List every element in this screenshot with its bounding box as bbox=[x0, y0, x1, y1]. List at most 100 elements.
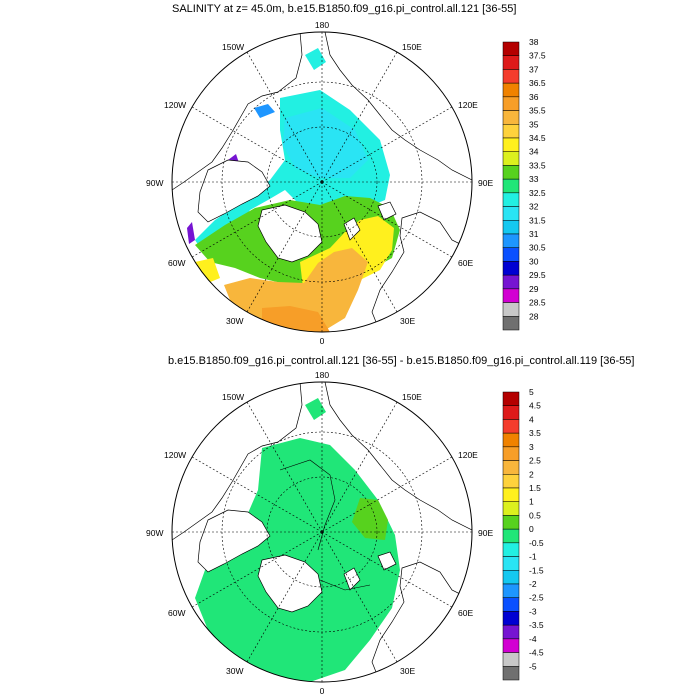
colorbar-swatch bbox=[502, 206, 520, 221]
lon-label-60w: 60W bbox=[168, 258, 185, 268]
colorbar-swatch bbox=[502, 110, 520, 125]
colorbar-label: 3.5 bbox=[529, 428, 541, 438]
colorbar-label: -0.5 bbox=[529, 538, 544, 548]
lon-label-0: 0 bbox=[320, 336, 325, 346]
salinity-colorbar: 38 37.5 37 36.5 36 35.5 35 34.5 34 33.5 33 32.5 32 31… bbox=[502, 37, 546, 331]
lon-label-60w: 60W bbox=[168, 608, 185, 618]
colorbar-swatch bbox=[502, 247, 520, 262]
lon-label-150w: 150W bbox=[222, 42, 244, 52]
colorbar-swatch bbox=[502, 666, 520, 681]
colorbar-swatch bbox=[502, 405, 520, 420]
colorbar-label: 30.5 bbox=[529, 243, 546, 253]
lon-label-90e: 90E bbox=[478, 178, 493, 188]
colorbar-swatch bbox=[502, 302, 520, 317]
colorbar-label: 1 bbox=[529, 497, 534, 507]
lon-label-30w: 30W bbox=[226, 666, 243, 676]
colorbar-label: 4.5 bbox=[529, 401, 541, 411]
lon-label-120w: 120W bbox=[164, 450, 186, 460]
colorbar-swatch bbox=[502, 460, 520, 475]
bottom-map-title: b.e15.B1850.f09_g16.pi_control.all.121 [… bbox=[168, 355, 635, 367]
colorbar-swatch bbox=[502, 583, 520, 598]
colorbar-label: 32 bbox=[529, 202, 539, 212]
colorbar-swatch bbox=[502, 137, 520, 152]
colorbar-label: 38 bbox=[529, 37, 539, 47]
colorbar-swatch bbox=[502, 220, 520, 235]
colorbar-swatch bbox=[502, 165, 520, 180]
colorbar-label: 28.5 bbox=[529, 298, 546, 308]
colorbar-label: 29 bbox=[529, 284, 539, 294]
colorbar-label: 0.5 bbox=[529, 510, 541, 520]
colorbar-label: 33.5 bbox=[529, 160, 546, 170]
colorbar-label: 31 bbox=[529, 229, 539, 239]
colorbar-swatch bbox=[502, 288, 520, 303]
colorbar-swatch bbox=[502, 192, 520, 207]
colorbar-label: 1.5 bbox=[529, 483, 541, 493]
colorbar-swatch bbox=[502, 624, 520, 640]
graticule bbox=[172, 382, 472, 682]
colorbar-swatch bbox=[502, 261, 520, 276]
colorbar-swatch bbox=[502, 124, 520, 139]
colorbar-label: 28 bbox=[529, 311, 539, 321]
colorbar-swatch bbox=[502, 528, 520, 544]
colorbar-label: 2.5 bbox=[529, 456, 541, 466]
colorbar-swatch bbox=[502, 96, 520, 111]
colorbar-label: -1.5 bbox=[529, 565, 544, 575]
colorbar-swatch bbox=[502, 638, 520, 653]
lon-label-60e: 60E bbox=[458, 258, 473, 268]
colorbar-swatch bbox=[502, 274, 520, 290]
colorbar-swatch bbox=[502, 542, 520, 557]
colorbar-label: 29.5 bbox=[529, 270, 546, 280]
lon-label-180: 180 bbox=[315, 20, 329, 30]
lon-label-150w: 150W bbox=[222, 392, 244, 402]
lon-label-180: 180 bbox=[315, 370, 329, 380]
colorbar-label: -5 bbox=[529, 661, 537, 671]
map-boundary bbox=[171, 381, 473, 683]
colorbar-swatch bbox=[502, 316, 520, 331]
map-boundary bbox=[171, 31, 473, 333]
lon-label-30e: 30E bbox=[400, 316, 415, 326]
colorbar-label: 37.5 bbox=[529, 51, 546, 61]
lon-label-60e: 60E bbox=[458, 608, 473, 618]
lon-label-90e: 90E bbox=[478, 528, 493, 538]
colorbar-swatch bbox=[502, 652, 520, 667]
colorbar-swatch bbox=[502, 570, 520, 585]
colorbar-label: 34 bbox=[529, 147, 539, 157]
difference-map-panel: 180 150E 120E 90E 60E 30E 0 30W 60W 90W … bbox=[146, 370, 544, 696]
colorbar-swatch bbox=[502, 41, 520, 56]
colorbar-label: -3.5 bbox=[529, 620, 544, 630]
difference-colorbar: 5 4.5 4 3.5 3 2.5 2 1.5 1 0.5 0 -0.5 -1 -1.5 -2 -2.5 -3 -… bbox=[502, 387, 544, 681]
lon-label-150e: 150E bbox=[402, 392, 422, 402]
colorbar-swatch bbox=[502, 69, 520, 84]
colorbar-swatch bbox=[502, 446, 520, 461]
lon-label-30w: 30W bbox=[226, 316, 243, 326]
colorbar-label: 35.5 bbox=[529, 106, 546, 116]
lon-label-90w: 90W bbox=[146, 178, 163, 188]
colorbar-swatch bbox=[502, 55, 520, 70]
colorbar-label: 36 bbox=[529, 92, 539, 102]
colorbar-swatch bbox=[502, 419, 520, 434]
colorbar-label: 33 bbox=[529, 174, 539, 184]
colorbar-label: 4 bbox=[529, 414, 534, 424]
lon-label-30e: 30E bbox=[400, 666, 415, 676]
colorbar-label: 2 bbox=[529, 469, 534, 479]
colorbar-label: 5 bbox=[529, 387, 534, 397]
colorbar-label: 0 bbox=[529, 524, 534, 534]
colorbar-swatch bbox=[502, 515, 520, 530]
colorbar-swatch bbox=[502, 501, 520, 516]
colorbar-swatch bbox=[502, 391, 520, 406]
graticule bbox=[172, 32, 472, 332]
colorbar-swatch bbox=[502, 151, 520, 166]
colorbar-swatch bbox=[502, 487, 520, 502]
lon-label-90w: 90W bbox=[146, 528, 163, 538]
top-map-title: SALINITY at z= 45.0m, b.e15.B1850.f09_g1… bbox=[172, 3, 517, 15]
colorbar-label: 32.5 bbox=[529, 188, 546, 198]
colorbar-swatch bbox=[502, 432, 520, 448]
colorbar-label: -2 bbox=[529, 579, 537, 589]
colorbar-label: 34.5 bbox=[529, 133, 546, 143]
lon-label-120w: 120W bbox=[164, 100, 186, 110]
colorbar-label: -1 bbox=[529, 552, 537, 562]
colorbar-swatch bbox=[502, 611, 520, 626]
colorbar-label: -3 bbox=[529, 606, 537, 616]
colorbar-label: 36.5 bbox=[529, 78, 546, 88]
lon-label-0: 0 bbox=[320, 686, 325, 696]
